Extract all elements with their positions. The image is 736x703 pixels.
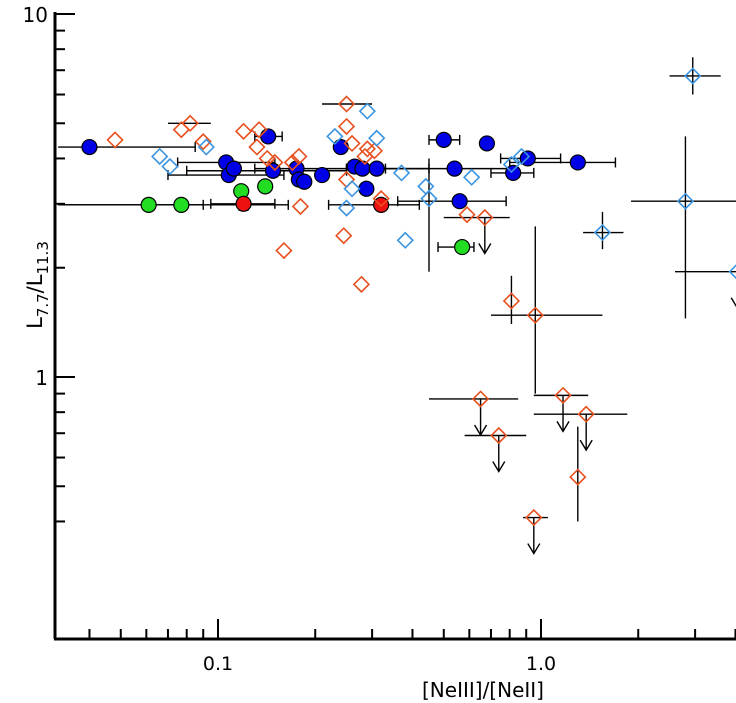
- orange-diamond-point: [250, 121, 268, 139]
- orange-diamond-point: [526, 306, 544, 324]
- orange-diamond-point: [234, 122, 253, 140]
- lightblue-diamond-point: [417, 177, 435, 196]
- orange-diamond-point: [490, 426, 508, 445]
- red-circle-point: [235, 195, 252, 212]
- blue-circle-point: [368, 160, 385, 177]
- orange-diamond-point: [258, 149, 276, 168]
- orange-diamond-point: [502, 292, 521, 310]
- red-circle-point: [373, 196, 390, 213]
- orange-diamond-point: [554, 386, 572, 405]
- x-tick-label: 1.0: [526, 653, 556, 675]
- upper-limit-arrow-head: [579, 439, 593, 452]
- blue-circle-point: [260, 128, 277, 145]
- lightblue-diamond-point: [512, 147, 531, 166]
- orange-diamond-point: [248, 138, 266, 156]
- orange-diamond-point: [458, 206, 476, 224]
- blue-circle-point: [446, 160, 463, 177]
- orange-diamond-point: [290, 147, 308, 166]
- y-tick-label: 10: [23, 3, 48, 27]
- lightblue-diamond-point: [358, 102, 376, 120]
- x-tick-label: 0.1: [203, 653, 233, 675]
- orange-diamond-point: [275, 241, 293, 260]
- orange-diamond-point: [358, 140, 376, 158]
- green-circle-point: [173, 196, 190, 213]
- blue-circle-point: [569, 154, 586, 171]
- orange-diamond-point: [106, 131, 124, 149]
- orange-diamond-point: [337, 117, 356, 136]
- blue-circle-point: [354, 160, 371, 177]
- minor-tick-marks: [55, 29, 736, 639]
- orange-diamond-point: [365, 142, 384, 160]
- lightblue-diamond-point: [161, 157, 179, 176]
- y-label-sub2: 11.3: [34, 241, 52, 274]
- data-markers: [81, 67, 736, 527]
- orange-diamond-point: [337, 95, 356, 113]
- orange-diamond-point: [352, 275, 371, 293]
- lightblue-diamond-point: [420, 190, 438, 208]
- lightblue-diamond-point: [593, 223, 612, 242]
- green-circle-point: [454, 238, 471, 256]
- blue-circle-point: [296, 173, 313, 190]
- orange-diamond-point: [577, 405, 595, 423]
- lightblue-diamond-point: [197, 138, 215, 156]
- upper-limit-arrow-head: [556, 421, 570, 433]
- error-bars: [58, 57, 736, 555]
- y-label-sep: /L: [23, 274, 47, 293]
- blue-circle-point: [81, 138, 98, 156]
- plot-frame: [53, 12, 736, 641]
- lightblue-diamond-point: [502, 155, 521, 174]
- green-circle-point: [140, 196, 157, 213]
- tick-labels: 0.1 1.0 1 10: [23, 3, 557, 675]
- lightblue-diamond-point: [337, 199, 356, 217]
- lightblue-diamond-point: [728, 264, 736, 280]
- major-tick-marks: [55, 13, 542, 639]
- orange-diamond-point: [525, 508, 543, 527]
- orange-diamond-point: [372, 190, 390, 208]
- orange-diamond-point: [343, 134, 361, 153]
- upper-limit-arrow-head: [492, 461, 506, 473]
- orange-diamond-point: [476, 208, 494, 227]
- blue-circle-point: [435, 131, 452, 148]
- orange-diamond-point: [181, 114, 199, 132]
- y-tick-label: 1: [35, 366, 48, 390]
- blue-circle-point: [358, 180, 375, 197]
- blue-circle-point: [478, 135, 496, 152]
- lightblue-diamond-point: [463, 168, 481, 186]
- x-axis-label: [NeIII]/[NeII]: [422, 678, 544, 702]
- orange-diamond-point: [471, 390, 490, 408]
- lightblue-diamond-point: [368, 129, 386, 147]
- orange-diamond-point: [172, 121, 190, 139]
- lightblue-diamond-point: [676, 192, 695, 210]
- lightblue-diamond-point: [151, 147, 169, 166]
- lightblue-diamond-point: [396, 231, 414, 249]
- upper-limit-arrow-head: [527, 543, 541, 555]
- orange-diamond-point: [266, 153, 284, 172]
- orange-diamond-point: [291, 197, 310, 216]
- upper-limit-arrow-head: [478, 243, 492, 255]
- orange-diamond-point: [335, 227, 353, 245]
- upper-limit-arrow-head: [730, 297, 736, 308]
- lightblue-diamond-point: [326, 127, 344, 146]
- y-label-base: L: [23, 317, 47, 329]
- lightblue-diamond-point: [343, 180, 361, 198]
- lightblue-diamond-point: [684, 67, 702, 85]
- blue-circle-point: [225, 160, 242, 177]
- orange-diamond-point: [194, 133, 212, 151]
- green-circle-point: [257, 178, 274, 195]
- orange-diamond-point: [283, 153, 302, 172]
- blue-circle-point: [313, 166, 331, 184]
- blue-circle-point: [451, 193, 468, 210]
- lightblue-diamond-point: [392, 164, 411, 182]
- y-label-sub1: 7.7: [34, 293, 52, 317]
- orange-diamond-point: [569, 468, 587, 486]
- y-axis-label: L7.7/L11.3: [23, 241, 52, 329]
